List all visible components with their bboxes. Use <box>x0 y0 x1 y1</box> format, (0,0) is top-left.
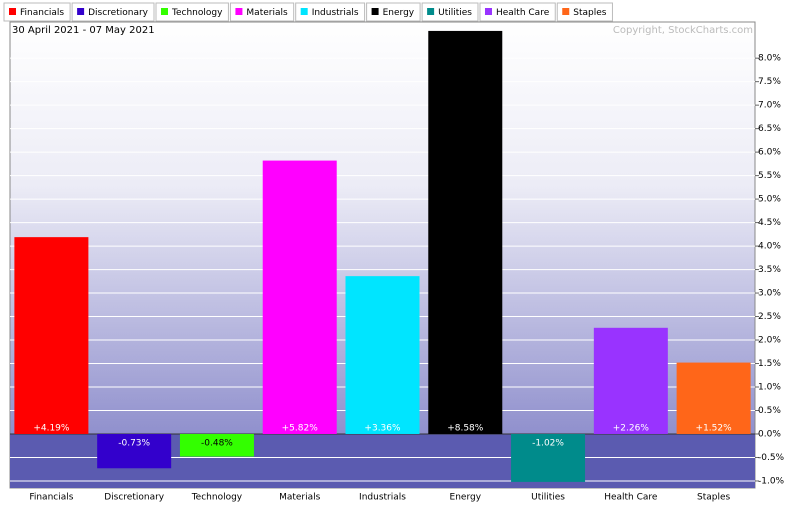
bar <box>511 433 586 482</box>
credit: Copyright, StockCharts.com <box>613 25 753 36</box>
y-tick-label: 1.5% <box>758 359 781 369</box>
y-tick-label: 6.0% <box>758 148 781 158</box>
y-tick-label: 2.5% <box>758 312 781 322</box>
x-tick-label: Materials <box>279 493 321 503</box>
legend-item: Financials <box>3 2 71 22</box>
x-tick-label: Energy <box>450 493 482 503</box>
y-tick-label: 8.0% <box>758 54 781 64</box>
y-tick-label: 3.0% <box>758 289 781 299</box>
legend-label: Energy <box>383 8 415 18</box>
legend-swatch <box>77 8 85 15</box>
y-tick-label: 4.0% <box>758 242 781 252</box>
legend-item: Utilities <box>421 2 479 22</box>
legend-box <box>155 2 229 22</box>
legend-label: Materials <box>246 8 288 18</box>
legend-label: Staples <box>573 8 607 18</box>
y-tick-label: 3.5% <box>758 265 781 275</box>
y-tick-label: 7.0% <box>758 101 781 111</box>
legend-box <box>3 2 71 22</box>
legend-label: Industrials <box>312 8 359 18</box>
value-label: -0.73% <box>118 438 150 448</box>
subtitle: 30 April 2021 - 07 May 2021 <box>12 25 155 36</box>
y-tick-label: 0.0% <box>758 429 781 439</box>
x-tick-label: Staples <box>697 493 731 503</box>
bar <box>14 237 89 434</box>
y-tick-label: -0.5% <box>758 453 785 463</box>
legend-item: Staples <box>556 2 613 22</box>
x-tick-label: Financials <box>29 493 73 503</box>
y-tick-label: 5.0% <box>758 195 781 205</box>
value-label: -1.02% <box>532 438 564 448</box>
legend-item: Discretionary <box>71 2 155 22</box>
y-tick-label: 5.5% <box>758 171 781 181</box>
legend-swatch <box>300 8 308 15</box>
legend-label: Financials <box>20 8 64 18</box>
legend-box <box>479 2 556 22</box>
y-tick-label: 0.5% <box>758 406 781 416</box>
value-label: +5.82% <box>282 423 319 433</box>
legend-swatch <box>161 8 168 15</box>
legend-item: Technology <box>155 2 229 22</box>
legend-swatch <box>235 8 243 15</box>
bar <box>428 30 503 434</box>
legend-swatch <box>9 8 16 15</box>
value-label: +2.26% <box>613 423 650 433</box>
legend-label: Discretionary <box>88 8 149 18</box>
legend-box <box>71 2 155 22</box>
legend-box <box>556 2 613 22</box>
x-tick-label: Health Care <box>604 493 658 503</box>
value-label: +4.19% <box>33 423 70 433</box>
value-label: +1.52% <box>696 423 733 433</box>
y-tick-label: -1.0% <box>758 476 785 486</box>
value-label: +8.58% <box>447 423 484 433</box>
value-label: -0.48% <box>201 438 233 448</box>
x-tick-label: Utilities <box>531 493 565 503</box>
legend-item: Health Care <box>479 2 556 22</box>
legend-label: Utilities <box>438 8 472 18</box>
bar <box>97 433 172 469</box>
legend-item: Energy <box>366 2 421 22</box>
bar <box>593 327 668 434</box>
legend-label: Health Care <box>496 8 550 18</box>
x-tick-label: Discretionary <box>104 493 165 503</box>
bar <box>179 433 254 457</box>
legend-swatch <box>562 8 570 15</box>
legend-item: Industrials <box>295 2 366 22</box>
bar <box>345 276 420 434</box>
legend-swatch <box>484 8 492 15</box>
y-tick-label: 7.5% <box>758 77 781 87</box>
y-tick-label: 6.5% <box>758 124 781 134</box>
legend-item: Materials <box>229 2 295 22</box>
value-label: +3.36% <box>364 423 401 433</box>
legend-swatch <box>427 8 435 15</box>
legend-box <box>421 2 479 22</box>
legend-label: Technology <box>171 8 223 18</box>
x-tick-label: Industrials <box>359 493 406 503</box>
bar <box>262 160 337 434</box>
x-tick-label: Technology <box>191 493 243 503</box>
legend-box <box>295 2 366 22</box>
y-tick-label: 2.0% <box>758 336 781 346</box>
legend-swatch <box>371 8 379 15</box>
legend-box <box>366 2 421 22</box>
y-tick-label: 4.5% <box>758 218 781 228</box>
bar <box>676 362 751 434</box>
y-tick-label: 1.0% <box>758 383 781 393</box>
legend-box <box>229 2 295 22</box>
